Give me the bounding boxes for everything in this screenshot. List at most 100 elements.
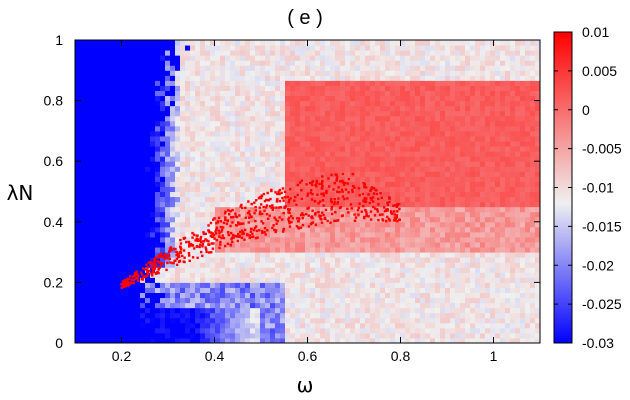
heatmap-cell [215, 252, 221, 258]
heatmap-cell [95, 65, 101, 71]
heatmap-cell [315, 317, 321, 324]
heatmap-cell [165, 110, 171, 117]
heatmap-cell [480, 125, 486, 132]
heatmap-cell [440, 242, 446, 248]
heatmap-cell [160, 221, 166, 228]
heatmap-cell [205, 287, 211, 293]
heatmap-cell [205, 307, 211, 314]
heatmap-cell [75, 302, 81, 309]
heatmap-cell [295, 161, 301, 167]
heatmap-cell [395, 312, 401, 319]
heatmap-cell [140, 302, 146, 309]
heatmap-cell [165, 322, 171, 329]
heatmap-cell [315, 211, 321, 218]
heatmap-cell [255, 317, 261, 324]
heatmap-cell [290, 211, 296, 218]
heatmap-cell [105, 65, 111, 71]
heatmap-cell [300, 332, 306, 339]
heatmap-cell [385, 75, 391, 81]
heatmap-cell [445, 312, 451, 319]
heatmap-cell [365, 115, 371, 122]
heatmap-cell [75, 231, 81, 238]
heatmap-cell [160, 257, 166, 263]
heatmap-cell [160, 105, 166, 112]
heatmap-cell [110, 90, 116, 97]
heatmap-cell [190, 322, 196, 329]
heatmap-cell [325, 312, 331, 319]
heatmap-cell [445, 105, 451, 112]
heatmap-cell [355, 100, 361, 107]
heatmap-cell [205, 196, 211, 203]
heatmap-cell [280, 151, 286, 157]
heatmap-cell [200, 60, 206, 66]
heatmap-cell [105, 252, 111, 258]
heatmap-cell [155, 186, 161, 192]
heatmap-cell [375, 312, 381, 319]
heatmap-cell [390, 100, 396, 107]
heatmap-cell [225, 141, 231, 147]
heatmap-cell [155, 277, 161, 283]
heatmap-cell [225, 65, 231, 71]
heatmap-cell [85, 115, 91, 122]
heatmap-cell [375, 146, 381, 152]
heatmap-cell [255, 257, 261, 263]
heatmap-cell [340, 282, 346, 288]
heatmap-cell [300, 272, 306, 278]
heatmap-cell [180, 80, 186, 86]
heatmap-cell [235, 282, 241, 288]
heatmap-cell [305, 95, 311, 102]
heatmap-cell [425, 75, 431, 81]
heatmap-cell [220, 100, 226, 107]
heatmap-cell [325, 125, 331, 132]
heatmap-cell [115, 55, 121, 61]
heatmap-cell [85, 171, 91, 177]
heatmap-cell [435, 262, 441, 268]
heatmap-cell [80, 161, 86, 167]
heatmap-cell [375, 337, 381, 344]
heatmap-cell [475, 156, 481, 162]
heatmap-cell [145, 151, 151, 157]
heatmap-cell [100, 257, 106, 263]
heatmap-cell [90, 135, 96, 142]
heatmap-cell [430, 151, 436, 157]
heatmap-cell [360, 337, 366, 344]
heatmap-cell [275, 75, 281, 81]
heatmap-cell [175, 130, 181, 137]
heatmap-cell [385, 141, 391, 147]
heatmap-cell [245, 302, 251, 309]
heatmap-cell [115, 337, 121, 344]
heatmap-cell [285, 267, 291, 273]
heatmap-cell [455, 277, 461, 283]
heatmap-cell [200, 95, 206, 102]
heatmap-cell [325, 70, 331, 76]
heatmap-cell [105, 176, 111, 182]
heatmap-cell [150, 297, 156, 304]
heatmap-cell [435, 297, 441, 304]
heatmap-cell [360, 171, 366, 177]
heatmap-cell [355, 95, 361, 102]
heatmap-cell [105, 206, 111, 213]
heatmap-cell [115, 105, 121, 112]
heatmap-cell [455, 70, 461, 76]
heatmap-cell [295, 317, 301, 324]
heatmap-cell [305, 171, 311, 177]
heatmap-cell [460, 50, 466, 56]
heatmap-cell [420, 45, 426, 51]
heatmap-cell [270, 267, 276, 273]
heatmap-cell [245, 181, 251, 187]
heatmap-cell [435, 70, 441, 76]
heatmap-cell [415, 60, 421, 66]
heatmap-cell [180, 226, 186, 233]
heatmap-cell [440, 267, 446, 273]
heatmap-cell [130, 307, 136, 314]
heatmap-cell [370, 327, 376, 334]
heatmap-cell [90, 161, 96, 167]
heatmap-cell [450, 337, 456, 344]
heatmap-cell [215, 85, 221, 91]
heatmap-cell [165, 70, 171, 76]
heatmap-cell [440, 151, 446, 157]
heatmap-cell [195, 196, 201, 203]
heatmap-cell [435, 307, 441, 314]
heatmap-cell [450, 176, 456, 182]
heatmap-cell [335, 55, 341, 61]
